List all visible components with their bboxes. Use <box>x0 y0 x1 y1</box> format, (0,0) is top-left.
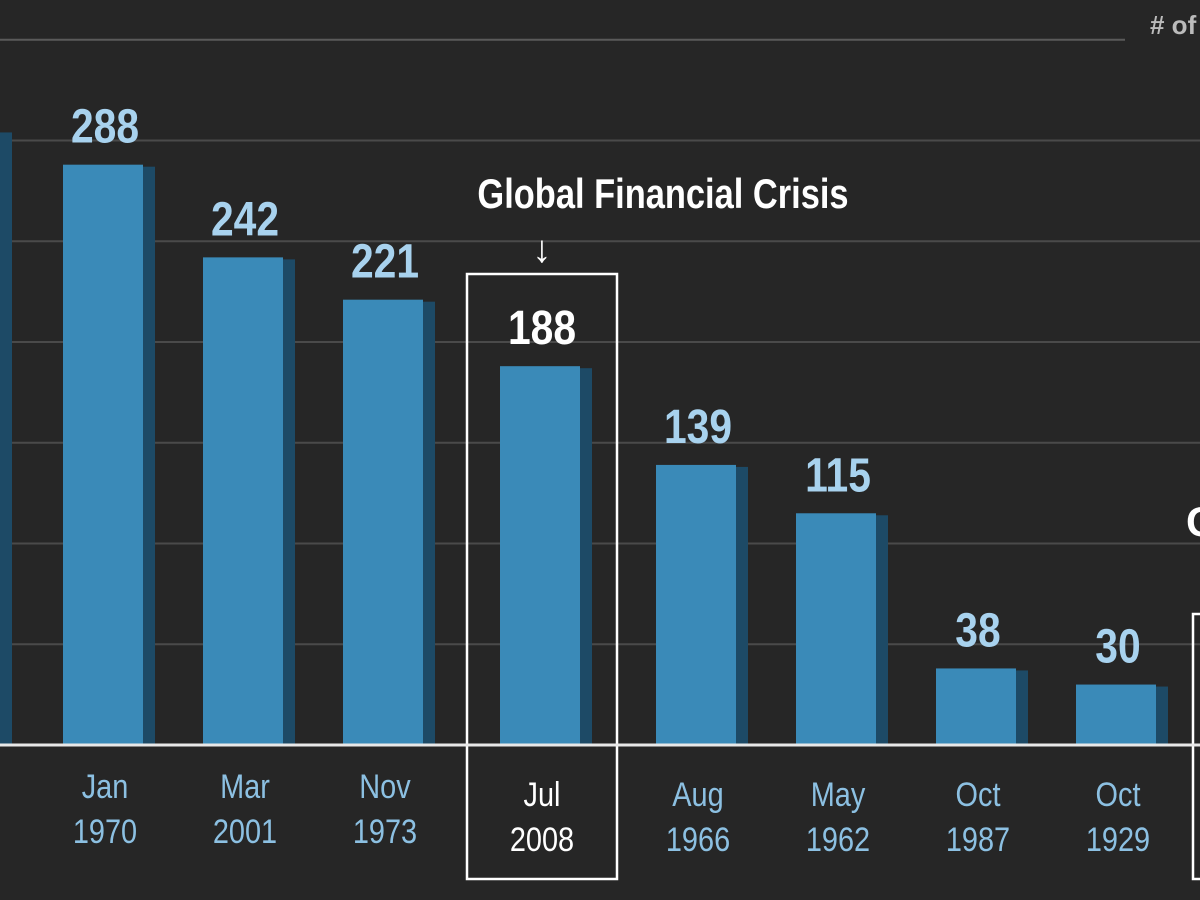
bar <box>796 513 876 745</box>
value-label: 139 <box>664 401 732 454</box>
category-month: May <box>811 775 866 814</box>
value-label: 38 <box>955 604 1000 657</box>
highlight-box <box>465 272 619 881</box>
bar <box>1076 684 1156 745</box>
value-label: 188 <box>508 302 576 355</box>
bar <box>656 464 736 745</box>
bar <box>63 164 143 745</box>
category-year: 1929 <box>1086 820 1150 859</box>
bar-shadow <box>0 132 12 746</box>
category-month: Oct <box>1096 775 1141 814</box>
category-month: Oct <box>956 775 1001 814</box>
annotation-arrow-icon: ↓ <box>533 229 552 271</box>
category-month: Aug <box>672 775 723 814</box>
value-label: 30 <box>1095 621 1140 674</box>
category-year: 1973 <box>353 812 417 851</box>
category-month: Mar <box>220 767 270 806</box>
category-year: 2001 <box>213 812 277 851</box>
category-month: Nov <box>359 767 411 806</box>
category-year: 1970 <box>73 812 137 851</box>
value-label: 288 <box>71 101 139 154</box>
category-year: 1966 <box>666 820 730 859</box>
y-axis-label: # of <box>1150 10 1197 40</box>
category-year: 1987 <box>946 820 1010 859</box>
value-label: 115 <box>805 449 871 502</box>
category-year: 1962 <box>806 820 870 859</box>
category-month: Jul <box>524 775 561 814</box>
category-month: Jan <box>82 767 129 806</box>
bar <box>936 668 1016 745</box>
bar <box>343 299 423 745</box>
value-label: 242 <box>211 193 279 246</box>
annotation-label: Global Financial Crisis <box>477 171 848 218</box>
category-year: 2008 <box>510 820 574 859</box>
bar <box>500 366 580 745</box>
value-label: 221 <box>351 236 419 289</box>
partial-annotation-label: C <box>1186 498 1200 545</box>
bar <box>203 257 283 745</box>
